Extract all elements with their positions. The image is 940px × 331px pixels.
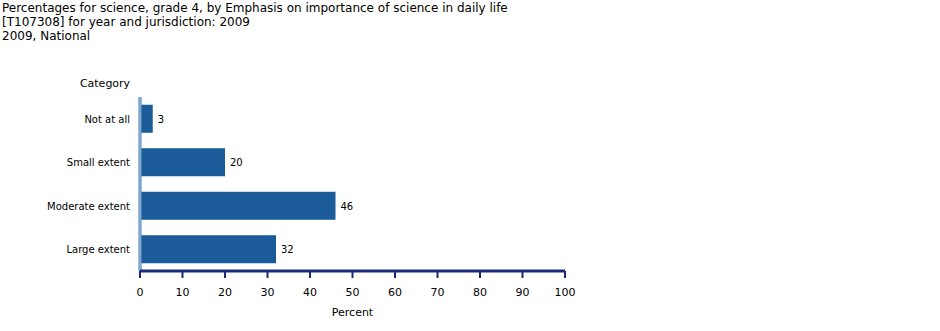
data-label: 20 bbox=[230, 157, 243, 168]
tick bbox=[267, 271, 269, 278]
bars bbox=[140, 105, 336, 264]
tick-label: 0 bbox=[137, 286, 144, 299]
y-axis-line bbox=[139, 97, 142, 271]
tick bbox=[182, 271, 184, 278]
tick-label: 30 bbox=[261, 286, 275, 299]
tick-label: 70 bbox=[431, 286, 445, 299]
category-label: Not at all bbox=[84, 114, 130, 125]
data-label: 3 bbox=[158, 114, 164, 125]
tick-label: 50 bbox=[346, 286, 360, 299]
subtitle: 2009, National bbox=[2, 29, 90, 43]
title: Percentages for science, grade 4, by Emp… bbox=[2, 1, 508, 15]
tick-label: 10 bbox=[176, 286, 190, 299]
bar bbox=[140, 235, 276, 263]
tick-label: 100 bbox=[555, 286, 576, 299]
tick bbox=[309, 271, 311, 278]
category-label: Small extent bbox=[67, 157, 130, 168]
tick-label: 80 bbox=[473, 286, 487, 299]
tick bbox=[352, 271, 354, 278]
subtitle: [T107308] for year and jurisdiction: 200… bbox=[2, 15, 250, 29]
bar bbox=[140, 105, 153, 133]
y-axis-line-overlay bbox=[139, 97, 142, 271]
tick-label: 20 bbox=[218, 286, 232, 299]
chart: Percentages for science, grade 4, by Emp… bbox=[0, 0, 940, 331]
y-axis-label: Category bbox=[80, 77, 131, 90]
tick bbox=[522, 271, 524, 278]
category-label: Large extent bbox=[66, 244, 130, 255]
tick bbox=[394, 271, 396, 278]
data-label: 46 bbox=[341, 201, 354, 212]
tick bbox=[479, 271, 481, 278]
bar bbox=[140, 148, 225, 176]
tick bbox=[224, 271, 226, 278]
tick bbox=[139, 271, 141, 278]
tick bbox=[437, 271, 439, 278]
data-label: 32 bbox=[281, 244, 294, 255]
tick-label: 60 bbox=[388, 286, 402, 299]
x-axis-label: Percent bbox=[332, 306, 374, 319]
tick bbox=[564, 271, 566, 278]
bar bbox=[140, 192, 336, 220]
tick-label: 90 bbox=[516, 286, 530, 299]
tick-label: 40 bbox=[303, 286, 317, 299]
category-label: Moderate extent bbox=[47, 201, 130, 212]
